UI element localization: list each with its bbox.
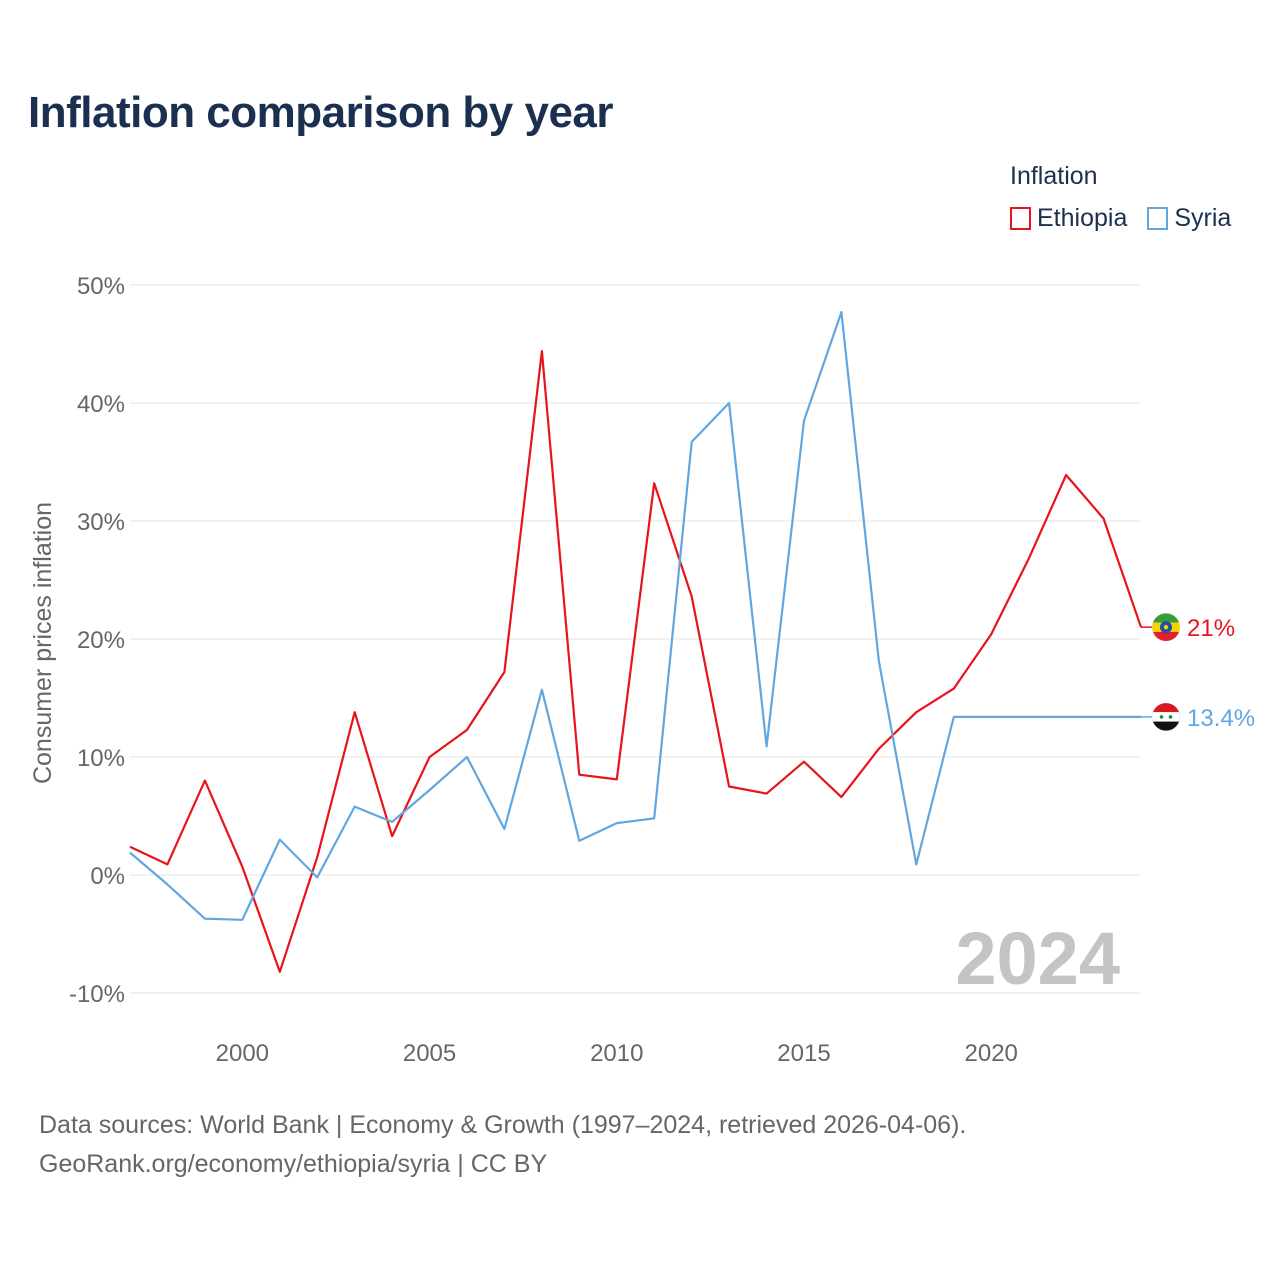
y-tick-label: 0% <box>90 863 125 890</box>
y-tick-label: 30% <box>77 509 125 536</box>
y-tick-label: 40% <box>77 391 125 418</box>
series-line-syria <box>129 311 1141 921</box>
legend-swatch-ethiopia <box>1010 207 1031 230</box>
end-label-syria: 13.4% <box>1187 705 1255 732</box>
x-tick-label: 2010 <box>590 1040 643 1067</box>
legend-title: Inflation <box>1010 162 1098 190</box>
legend-label-ethiopia: Ethiopia <box>1037 204 1128 232</box>
page-title: Inflation comparison by year <box>28 88 614 137</box>
footer-sources: Data sources: World Bank | Economy & Gro… <box>39 1111 967 1139</box>
year-watermark: 2024 <box>955 917 1120 1000</box>
flag-icon <box>1151 612 1181 642</box>
footer: Data sources: World Bank | Economy & Gro… <box>39 1106 966 1184</box>
x-tick-label: 2005 <box>403 1040 456 1067</box>
legend-label-syria: Syria <box>1174 204 1232 232</box>
legend-item-ethiopia[interactable]: Ethiopia <box>1010 204 1127 233</box>
series-lines <box>129 311 1152 973</box>
footer-link[interactable]: GeoRank.org/economy/ethiopia/syria | CC … <box>39 1150 548 1178</box>
x-tick-label: 2020 <box>965 1040 1018 1067</box>
legend: Ethiopia Syria <box>1010 204 1251 233</box>
flag-icon <box>1151 702 1181 732</box>
x-tick-label: 2015 <box>777 1040 830 1067</box>
axis-labels: -10% 0% 10% 20% 30% 40% 50% 2000 2005 2010 2015 202… <box>29 273 1018 1067</box>
end-labels: 21% 13.4% <box>1151 612 1255 732</box>
legend-item-syria[interactable]: Syria <box>1147 204 1231 233</box>
y-tick-label: 20% <box>77 627 125 654</box>
y-tick-label: 50% <box>77 273 125 300</box>
end-label-ethiopia: 21% <box>1187 615 1235 642</box>
inflation-line-chart: -10% 0% 10% 20% 30% 40% 50% 2000 2005 2010 2015 202… <box>29 273 1255 1067</box>
y-axis-label: Consumer prices inflation <box>29 502 57 784</box>
y-tick-label: -10% <box>69 981 125 1008</box>
legend-swatch-syria <box>1147 207 1169 230</box>
y-tick-label: 10% <box>77 745 125 772</box>
x-tick-label: 2000 <box>216 1040 269 1067</box>
series-line-ethiopia <box>129 350 1143 973</box>
